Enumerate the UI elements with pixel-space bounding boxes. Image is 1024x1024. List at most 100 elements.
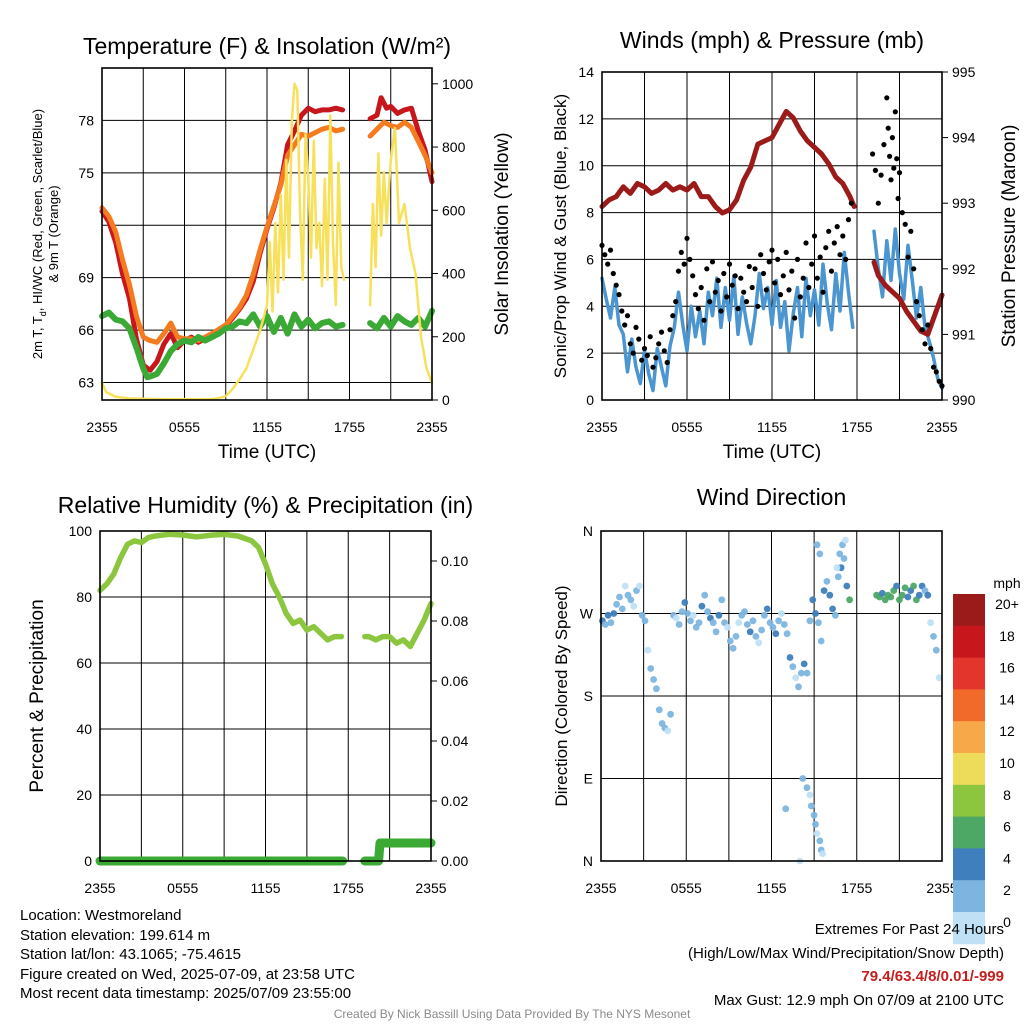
wdir-direction-point xyxy=(681,599,689,606)
wdir-direction-point xyxy=(638,611,646,619)
wdir-colorbar-swatch xyxy=(953,816,985,849)
wdir-direction-point xyxy=(800,660,808,668)
temp-x-tick-label: 0555 xyxy=(169,419,200,435)
wdir-direction-point xyxy=(610,610,618,617)
winds-gust-point xyxy=(913,299,920,305)
winds-gust-point xyxy=(684,235,690,241)
winds-gust-point xyxy=(704,266,710,272)
winds-gust-point xyxy=(656,341,662,347)
wdir-direction-point xyxy=(627,596,635,604)
winds-gust-point xyxy=(769,247,775,253)
winds-gust-point xyxy=(840,233,846,239)
wdir-direction-point xyxy=(786,654,794,661)
winds-gust-point xyxy=(715,277,721,284)
winds-xlabel: Time (UTC) xyxy=(723,442,822,463)
wdir-direction-point xyxy=(910,582,917,590)
wdir-colorbar-swatch xyxy=(953,657,985,690)
rh-y2-tick-label: 0.06 xyxy=(441,673,468,689)
rh-y-tick-label: 80 xyxy=(76,589,92,605)
winds-x-tick-label: 0555 xyxy=(671,419,702,435)
winds-gust-point xyxy=(889,135,896,141)
winds-gust-point xyxy=(701,317,707,323)
wdir-direction-point xyxy=(806,791,814,799)
wdir-direction-point xyxy=(803,784,811,792)
wdir-direction-point xyxy=(687,617,694,625)
winds-gust-point xyxy=(837,252,843,258)
winds-gust-point xyxy=(875,200,881,206)
wdir-x-tick-label: 1155 xyxy=(756,880,786,896)
wdir-colorbar-label: 8 xyxy=(1003,787,1011,803)
winds-gust-point xyxy=(673,299,679,305)
winds-gust-point xyxy=(763,287,769,293)
wdir-y-tick-label: E xyxy=(584,771,593,787)
wdir-direction-point xyxy=(806,617,814,625)
wdir-direction-point xyxy=(732,633,740,640)
wdir-direction-point xyxy=(655,706,663,714)
wdir-direction-point xyxy=(819,850,826,858)
wdir-y-tick-label: N xyxy=(583,523,593,539)
wdir-direction-point xyxy=(816,550,824,558)
temp-xlabel: Time (UTC) xyxy=(218,442,317,463)
wdir-direction-point xyxy=(782,805,790,813)
winds-y-tick-label: 6 xyxy=(586,251,594,267)
winds-gust-point xyxy=(820,289,826,295)
temp-ylabel-line2: & 9m T (Orange) xyxy=(46,185,61,282)
wdir-direction-point xyxy=(647,665,655,672)
winds-gust-point xyxy=(718,308,724,314)
wdir-direction-point xyxy=(775,617,782,625)
wdir-direction-point xyxy=(789,663,797,671)
wdir-direction-point xyxy=(799,775,807,782)
wdir-direction-point xyxy=(829,605,836,613)
wdir-colorbar-swatch xyxy=(953,784,985,818)
wdir-direction-point xyxy=(904,593,912,601)
winds-gust-point xyxy=(633,324,639,330)
wdir-direction-point xyxy=(653,685,660,693)
winds-gust-point xyxy=(630,350,636,356)
winds-gust-point xyxy=(811,233,818,239)
winds-gust-point xyxy=(641,345,648,352)
wdir-colorbar-swatch xyxy=(953,753,985,786)
winds-gust-point xyxy=(627,341,633,347)
winds-gust-point xyxy=(887,153,893,159)
credit-line: Created By Nick Bassill Using Data Provi… xyxy=(333,1007,691,1021)
wdir-colorbar-swatch xyxy=(953,625,985,659)
winds-gust-point xyxy=(692,292,699,298)
winds-x-tick-label: 1755 xyxy=(841,419,872,435)
wdir-direction-point xyxy=(833,564,841,572)
wdir-direction-point xyxy=(718,596,726,604)
winds-gust-point xyxy=(624,313,631,319)
winds-gust-point xyxy=(695,306,701,312)
wdir-direction-point xyxy=(820,587,828,594)
winds-gust-point xyxy=(930,364,937,370)
winds-gust-point xyxy=(800,275,806,281)
winds-y2-tick-label: 995 xyxy=(952,64,976,80)
winds-gust-point xyxy=(772,280,778,286)
winds-gust-point xyxy=(687,256,693,262)
winds-y-tick-label: 8 xyxy=(586,205,594,221)
wdir-direction-point xyxy=(915,591,923,599)
wdir-direction-point xyxy=(812,610,819,617)
winds-gust-point xyxy=(746,263,752,270)
wdir-direction-point xyxy=(712,628,720,636)
station-info: Location: Westmoreland Station elevation… xyxy=(20,906,355,1004)
wdir-direction-point xyxy=(752,633,760,640)
winds-gust-point xyxy=(729,282,735,288)
winds-gust-point xyxy=(792,315,798,321)
wdir-direction-point xyxy=(664,727,672,735)
winds-gust-point xyxy=(647,334,653,340)
winds-gust-point xyxy=(661,348,667,354)
winds-gust-point xyxy=(755,303,761,309)
max-gust: Max Gust: 12.9 mph On 07/09 at 2100 UTC xyxy=(713,991,1004,1009)
winds-gust-point xyxy=(806,284,812,291)
wdir-direction-point xyxy=(815,619,822,627)
temp-x-tick-label: 2355 xyxy=(86,419,117,435)
winds-gust-point xyxy=(884,95,890,101)
winds-gust-point xyxy=(896,170,903,176)
wdir-direction-point xyxy=(684,610,692,617)
winds-gust-point xyxy=(895,195,901,202)
winds-y-tick-label: 0 xyxy=(586,392,594,408)
wdir-direction-point xyxy=(630,602,638,610)
winds-gust-point xyxy=(826,228,832,234)
temp-y-tick-label: 75 xyxy=(78,165,94,181)
figure-created: Figure created on Wed, 2025-07-09, at 23… xyxy=(20,965,355,983)
